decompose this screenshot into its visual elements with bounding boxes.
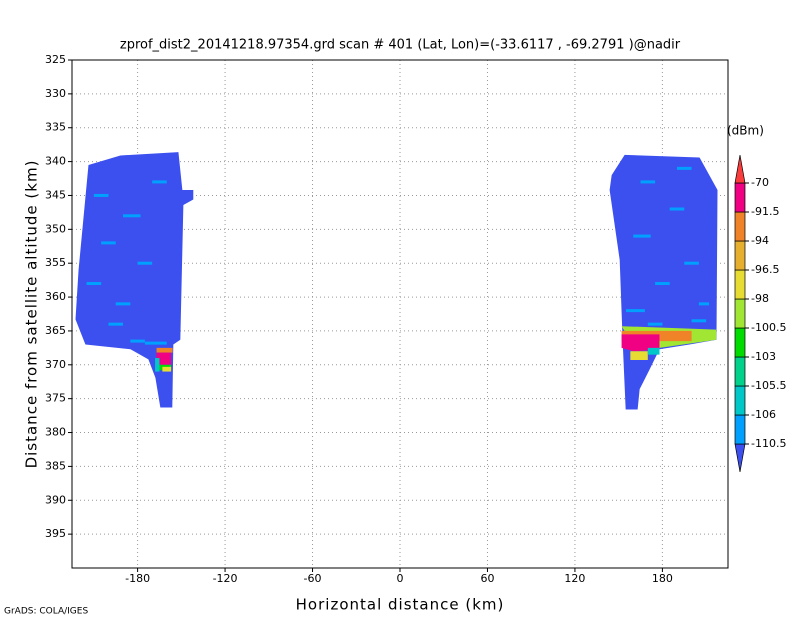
streak	[633, 234, 651, 238]
x-tick-label: 120	[564, 572, 585, 585]
x-tick-label: -180	[125, 572, 150, 585]
streak	[144, 341, 167, 345]
colorbar-tip	[734, 443, 746, 473]
streak	[101, 241, 116, 245]
colorbar-segment	[734, 182, 746, 213]
footer: GrADS: COLA/IGES	[4, 607, 88, 617]
chart-title: zprof_dist2_20141218.97354.grd scan # 40…	[120, 38, 681, 53]
shaded-region	[155, 358, 160, 372]
streak	[123, 214, 141, 218]
colorbar-label: -94	[751, 234, 769, 247]
y-tick-label: 335	[45, 121, 66, 134]
x-tick-label: 180	[652, 572, 673, 585]
x-tick-label: 60	[480, 572, 494, 585]
colorbar-segment	[734, 298, 746, 329]
streak	[137, 261, 153, 265]
streak	[115, 302, 131, 306]
y-tick-label: 355	[45, 256, 66, 269]
streak	[691, 319, 707, 323]
y-tick-label: 325	[45, 53, 66, 66]
shaded-region	[75, 152, 194, 408]
y-tick-label: 390	[45, 493, 66, 506]
x-tick-label: -60	[304, 572, 322, 585]
y-tick-label: 385	[45, 459, 66, 472]
colorbar-tip	[734, 154, 746, 184]
streak	[698, 302, 710, 306]
colorbar-label: -105.5	[751, 379, 786, 392]
x-axis-label: Horizontal distance (km)	[296, 596, 505, 614]
shaded-region	[630, 351, 648, 361]
shaded-region	[156, 352, 172, 365]
colorbar-label: -98	[751, 292, 769, 305]
colorbar-label: -103	[751, 350, 776, 363]
streak	[684, 261, 699, 265]
streak	[625, 309, 645, 313]
y-tick-label: 345	[45, 188, 66, 201]
y-axis-label: Distance from satellite altitude (km)	[23, 160, 41, 469]
colorbar-label: -70	[751, 176, 769, 189]
colorbar-segment	[734, 269, 746, 300]
streak	[130, 339, 145, 343]
colorbar-label: -100.5	[751, 321, 786, 334]
colorbar-label: -96.5	[751, 263, 779, 276]
x-tick-label: 0	[397, 572, 404, 585]
y-tick-label: 370	[45, 358, 66, 371]
streak	[669, 207, 685, 211]
colorbar-title: (dBm)	[727, 124, 764, 138]
shaded-region	[156, 347, 173, 353]
x-tick-label: -120	[213, 572, 238, 585]
y-tick-label: 350	[45, 222, 66, 235]
colorbar-label: -110.5	[751, 437, 786, 450]
streak	[676, 166, 692, 170]
y-tick-label: 380	[45, 426, 66, 439]
y-tick-label: 395	[45, 527, 66, 540]
colorbar-segment	[734, 356, 746, 387]
colorbar-label: -106	[751, 408, 776, 421]
y-tick-label: 340	[45, 155, 66, 168]
streak	[647, 322, 663, 326]
colorbar-segment	[734, 414, 746, 445]
shaded-region	[647, 347, 660, 355]
shaded-region	[621, 334, 660, 352]
colorbar-segment	[734, 211, 746, 242]
colorbar-segment	[734, 385, 746, 416]
y-tick-label: 375	[45, 392, 66, 405]
streak	[655, 282, 670, 286]
shaded-region	[162, 366, 172, 372]
streak	[108, 322, 124, 326]
streak	[93, 193, 109, 197]
colorbar-segment	[734, 327, 746, 358]
colorbar-label: -91.5	[751, 205, 779, 218]
streak	[86, 282, 102, 286]
y-tick-label: 360	[45, 290, 66, 303]
streak	[640, 180, 656, 184]
y-tick-label: 330	[45, 87, 66, 100]
colorbar-segment	[734, 240, 746, 271]
streak	[152, 180, 167, 184]
y-tick-label: 365	[45, 324, 66, 337]
